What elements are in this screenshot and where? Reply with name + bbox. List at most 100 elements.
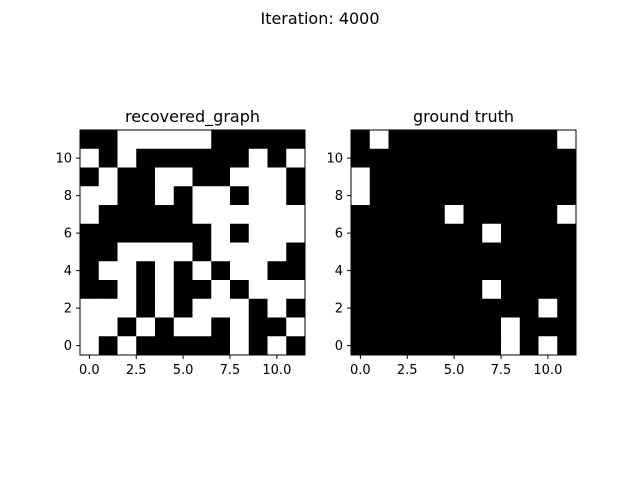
heatmap-cell: [444, 205, 464, 225]
heatmap-cell: [463, 167, 483, 187]
heatmap-cell: [267, 167, 287, 187]
heatmap-cell: [351, 317, 371, 337]
heatmap-cell: [117, 336, 137, 356]
heatmap-cell: [407, 242, 427, 262]
x-tick-label: 10.0: [262, 363, 291, 378]
heatmap-cell: [482, 280, 502, 300]
heatmap-cell: [501, 167, 521, 187]
heatmap-cell: [426, 167, 446, 187]
heatmap-cell: [155, 130, 175, 150]
heatmap-cell: [136, 186, 156, 206]
heatmap-cell: [80, 186, 100, 206]
heatmap-cell: [248, 130, 268, 150]
heatmap-cell: [463, 186, 483, 206]
heatmap-cell: [211, 205, 231, 225]
heatmap-cell: [117, 298, 137, 318]
heatmap-cell: [482, 336, 502, 356]
heatmap-cell: [230, 205, 250, 225]
heatmap-cell: [463, 261, 483, 281]
heatmap-cell: [192, 242, 212, 262]
heatmap-cell: [267, 186, 287, 206]
heatmap-cell: [267, 298, 287, 318]
heatmap-cell: [519, 223, 539, 243]
recovered-graph-panel: recovered_graph 0.0 2.5 5.0 7.5 10.0 0 2 4 6 8 10: [55, 107, 306, 378]
heatmap-cell: [351, 280, 371, 300]
heatmap-cell: [80, 317, 100, 337]
heatmap-cell: [136, 280, 156, 300]
heatmap-cell: [369, 317, 389, 337]
heatmap-cell: [501, 205, 521, 225]
heatmap-cell: [369, 186, 389, 206]
x-tick-label: 0.0: [79, 363, 100, 378]
heatmap-cell: [369, 130, 389, 150]
heatmap-cell: [407, 167, 427, 187]
y-tick-label: 4: [335, 264, 343, 279]
heatmap-cell: [463, 223, 483, 243]
heatmap-cell: [173, 317, 193, 337]
heatmap-cell: [248, 223, 268, 243]
heatmap-cell: [248, 148, 268, 168]
heatmap-cell: [286, 205, 306, 225]
heatmap-cell: [173, 223, 193, 243]
heatmap-cell: [426, 336, 446, 356]
heatmap-cell: [286, 298, 306, 318]
heatmap-cell: [501, 130, 521, 150]
heatmap-cell: [482, 261, 502, 281]
heatmap-cell: [230, 261, 250, 281]
heatmap-cell: [557, 148, 577, 168]
heatmap-cell: [426, 148, 446, 168]
y-tick-label: 10: [55, 152, 72, 167]
recovered-graph-title: recovered_graph: [125, 107, 260, 127]
heatmap-cell: [388, 298, 408, 318]
heatmap-cell: [117, 317, 137, 337]
heatmap-cell: [286, 223, 306, 243]
heatmap-cell: [444, 130, 464, 150]
heatmap-cell: [155, 223, 175, 243]
heatmap-cell: [501, 148, 521, 168]
heatmap-cell: [538, 167, 558, 187]
heatmap-cell: [482, 317, 502, 337]
heatmap-cell: [98, 298, 118, 318]
heatmap-cell: [192, 186, 212, 206]
x-tick-label: 7.5: [220, 363, 241, 378]
heatmap-cell: [351, 130, 371, 150]
heatmap-cell: [230, 186, 250, 206]
heatmap-cell: [136, 167, 156, 187]
heatmap-cell: [426, 186, 446, 206]
heatmap-cell: [388, 317, 408, 337]
heatmap-cell: [267, 280, 287, 300]
heatmap-cell: [286, 336, 306, 356]
heatmap-cell: [351, 148, 371, 168]
y-tick-label: 8: [64, 189, 72, 204]
heatmap-cell: [173, 205, 193, 225]
heatmap-cell: [426, 130, 446, 150]
heatmap-cell: [211, 317, 231, 337]
heatmap-cell: [407, 148, 427, 168]
heatmap-cell: [192, 167, 212, 187]
heatmap-cell: [407, 186, 427, 206]
heatmap-cell: [388, 167, 408, 187]
x-tick-label: 2.5: [397, 363, 418, 378]
heatmap-cell: [519, 317, 539, 337]
heatmap-cell: [117, 167, 137, 187]
heatmap-cell: [98, 148, 118, 168]
heatmap-cell: [117, 186, 137, 206]
heatmap-cell: [444, 223, 464, 243]
heatmap-cell: [192, 130, 212, 150]
heatmap-cell: [482, 223, 502, 243]
heatmap-cell: [407, 317, 427, 337]
heatmap-cell: [192, 205, 212, 225]
heatmap-cell: [369, 261, 389, 281]
heatmap-cell: [519, 186, 539, 206]
heatmap-cell: [426, 223, 446, 243]
y-tick-label: 2: [335, 302, 343, 317]
heatmap-cell: [117, 261, 137, 281]
heatmap-cell: [155, 205, 175, 225]
heatmap-cell: [155, 167, 175, 187]
heatmap-cell: [557, 186, 577, 206]
heatmap-cell: [538, 186, 558, 206]
heatmap-cell: [501, 298, 521, 318]
x-tick-label: 5.0: [173, 363, 194, 378]
heatmap-cell: [286, 317, 306, 337]
heatmap-cell: [444, 336, 464, 356]
